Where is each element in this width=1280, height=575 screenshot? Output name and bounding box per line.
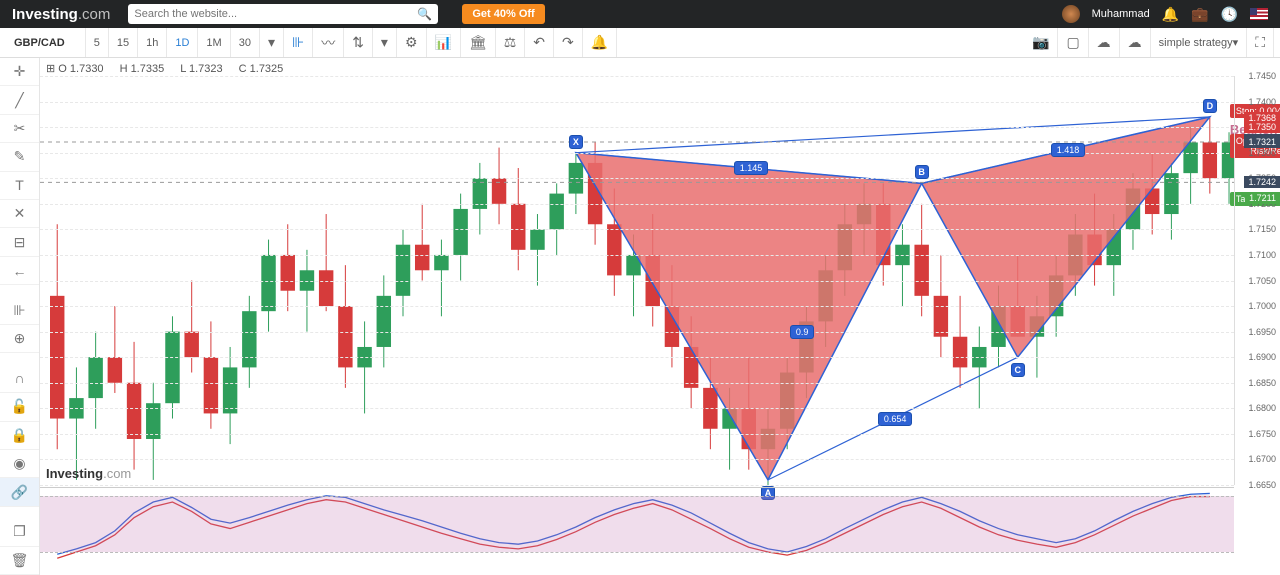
ratio-BD: 1.418 bbox=[1051, 143, 1086, 157]
zoom-icon[interactable]: ⊕ bbox=[0, 325, 39, 353]
bars-icon[interactable]: 📊 bbox=[427, 28, 461, 57]
flag-icon[interactable] bbox=[1250, 8, 1268, 20]
undo-icon[interactable]: ↶ bbox=[525, 28, 554, 57]
ohlc-readout: ⊞ O 1.7330H 1.7335L 1.7323C 1.7325 bbox=[46, 62, 299, 75]
price-axis[interactable]: 1.74501.74001.73501.73001.72501.72001.71… bbox=[1234, 76, 1280, 485]
site-header: Investing.com 🔍 Get 40% Off Muhammad 🔔 💼… bbox=[0, 0, 1280, 28]
tf-1h[interactable]: 1h bbox=[138, 28, 167, 57]
layout-icon[interactable]: ▢ bbox=[1058, 28, 1088, 57]
tf-15[interactable]: 15 bbox=[109, 28, 138, 57]
text-icon[interactable]: T bbox=[0, 172, 39, 200]
ratio-AB: 0.9 bbox=[790, 325, 815, 339]
cloud2-icon[interactable]: ☁ bbox=[1120, 28, 1151, 57]
scale-icon[interactable]: ⚖ bbox=[496, 28, 526, 57]
crosshair-icon[interactable]: ✛ bbox=[0, 58, 39, 86]
ratio-XB: 1.145 bbox=[734, 161, 769, 175]
candle-select[interactable]: ⊪ bbox=[284, 28, 313, 57]
chart-toolbar: GBP/CAD 5151h1D1M30 ▾ ⊪ 〰 ⇅ ▾ ⚙ 📊 🏛 ⚖ ↶ … bbox=[0, 28, 1280, 58]
magnet-icon[interactable]: ∩ bbox=[0, 365, 39, 393]
tf-30[interactable]: 30 bbox=[231, 28, 260, 57]
avatar[interactable] bbox=[1062, 5, 1080, 23]
tf-dropdown[interactable]: ▾ bbox=[260, 28, 284, 57]
search-input[interactable] bbox=[134, 8, 417, 20]
pattern-point-X[interactable]: X bbox=[569, 135, 583, 149]
pattern-icon[interactable]: ✕ bbox=[0, 200, 39, 228]
logo[interactable]: Investing.com bbox=[12, 6, 110, 23]
cloud1-icon[interactable]: ☁ bbox=[1089, 28, 1120, 57]
eye-icon[interactable]: ◉ bbox=[0, 450, 39, 478]
strategy-select[interactable]: simple strategy ▾ bbox=[1151, 28, 1248, 57]
camera-icon[interactable]: 📷 bbox=[1024, 28, 1058, 57]
back-icon[interactable]: ← bbox=[0, 257, 39, 285]
tf-5[interactable]: 5 bbox=[86, 28, 109, 57]
pattern-point-C[interactable]: C bbox=[1011, 363, 1025, 377]
fullscreen-icon[interactable]: ⛶ bbox=[1247, 28, 1274, 57]
search-icon[interactable]: 🔍 bbox=[417, 7, 432, 21]
tf-1M[interactable]: 1M bbox=[198, 28, 230, 57]
chart-panel: ⊞ O 1.7330H 1.7335L 1.7323C 1.7325 Inves… bbox=[40, 58, 1280, 575]
compare-icon[interactable]: 〰 bbox=[313, 28, 344, 57]
brush-icon[interactable]: ✎ bbox=[0, 143, 39, 171]
watermark: Investing.com bbox=[46, 466, 131, 481]
drawing-tools: ✛ ╱ ✂ ✎ T ✕ ⊟ ← ⊪ ⊕ ∩ 🔓 🔒 ◉ 🔗 ❐ 🗑 bbox=[0, 58, 40, 575]
search-box[interactable]: 🔍 bbox=[128, 4, 438, 24]
pattern-point-B[interactable]: B bbox=[915, 165, 929, 179]
link-icon[interactable]: 🔗 bbox=[0, 478, 39, 506]
dropdown2[interactable]: ▾ bbox=[373, 28, 397, 57]
alert-icon[interactable]: 🔔 bbox=[583, 28, 617, 57]
bell-icon[interactable]: 🔔 bbox=[1162, 6, 1179, 23]
pattern-point-D[interactable]: D bbox=[1203, 99, 1217, 113]
finance-icon[interactable]: 🏛 bbox=[461, 28, 496, 57]
fork-icon[interactable]: ✂ bbox=[0, 115, 39, 143]
lock-icon[interactable]: 🔓 bbox=[0, 393, 39, 421]
ratio-AC: 0.654 bbox=[878, 412, 913, 426]
layers-icon[interactable]: ❐ bbox=[0, 518, 39, 546]
price-chart[interactable]: Investing.com XABCD1.1450.90.6541.418Bea… bbox=[40, 76, 1234, 485]
rsi-indicator[interactable]: 40.00000.000092.803689.2225 bbox=[40, 487, 1234, 565]
candle-ico[interactable]: ⊪ bbox=[0, 297, 39, 325]
symbol-selector[interactable]: GBP/CAD bbox=[6, 28, 86, 57]
line-icon[interactable]: ╱ bbox=[0, 86, 39, 114]
user-label[interactable]: Muhammad bbox=[1092, 8, 1150, 20]
briefcase-icon[interactable]: 💼 bbox=[1191, 6, 1208, 23]
trash-icon[interactable]: 🗑 bbox=[0, 547, 39, 575]
redo-icon[interactable]: ↷ bbox=[554, 28, 583, 57]
position-icon[interactable]: ⊟ bbox=[0, 228, 39, 256]
chevron-down-icon: ▾ bbox=[268, 34, 275, 51]
indicator-icon[interactable]: ⇅ bbox=[344, 28, 373, 57]
tf-1D[interactable]: 1D bbox=[167, 28, 198, 57]
settings-icon[interactable]: ⚙ bbox=[397, 28, 427, 57]
unlock-icon[interactable]: 🔒 bbox=[0, 422, 39, 450]
clock-icon[interactable]: 🕓 bbox=[1221, 6, 1238, 23]
cta-button[interactable]: Get 40% Off bbox=[462, 4, 544, 24]
